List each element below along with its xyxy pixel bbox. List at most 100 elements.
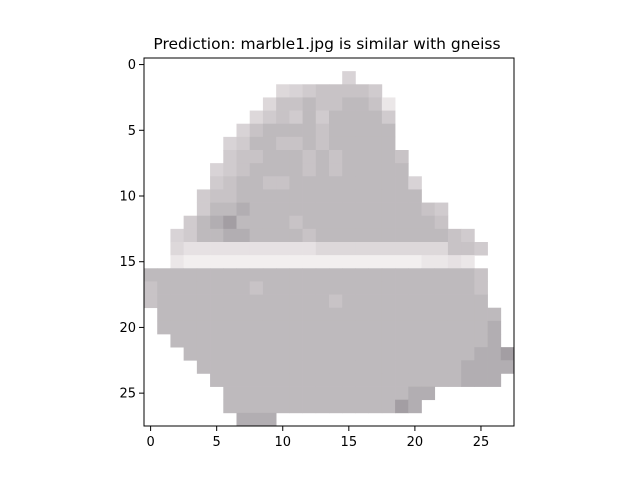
pixel-cell — [170, 281, 184, 295]
pixel-cell — [461, 334, 475, 348]
pixel-cell — [236, 386, 251, 401]
pixel-cell — [381, 281, 396, 295]
y-axis: 0 5 10 15 20 25 — [119, 58, 144, 402]
pixel-cell — [276, 228, 290, 243]
pixel-cell — [474, 360, 488, 374]
pixel-cell — [236, 360, 251, 374]
pixel-cell — [223, 307, 237, 322]
pixel-cell — [236, 176, 251, 190]
pixel-cell — [210, 255, 224, 269]
pixel-cell — [487, 307, 502, 322]
pixel-cell — [355, 202, 369, 217]
pixel-cell — [395, 347, 409, 361]
x-tick-label: 20 — [407, 435, 424, 450]
pixel-cell — [329, 150, 343, 164]
pixel-cell — [236, 373, 251, 387]
pixel-cell — [342, 373, 356, 387]
pixel-cell — [408, 202, 422, 217]
pixel-cell — [461, 268, 475, 282]
pixel-cell — [474, 268, 488, 282]
image-grid — [144, 71, 515, 427]
pixel-cell — [223, 189, 237, 203]
pixel-cell — [381, 294, 396, 309]
pixel-cell — [196, 228, 211, 243]
pixel-cell — [262, 110, 277, 125]
pixel-cell — [183, 268, 198, 282]
pixel-cell — [381, 399, 396, 414]
pixel-cell — [315, 123, 330, 138]
pixel-cell — [421, 255, 436, 269]
pixel-cell — [329, 97, 343, 111]
pixel-cell — [329, 123, 343, 138]
pixel-cell — [196, 215, 211, 230]
pixel-cell — [262, 123, 277, 138]
pixel-cell — [262, 150, 277, 164]
x-axis: 0 5 10 15 20 25 — [146, 426, 489, 450]
pixel-cell — [421, 202, 436, 217]
pixel-cell — [276, 294, 290, 309]
pixel-cell — [368, 97, 383, 111]
pixel-cell — [262, 136, 277, 151]
pixel-cell — [395, 373, 409, 387]
pixel-cell — [223, 242, 237, 256]
pixel-cell — [461, 242, 475, 256]
pixel-cell — [355, 97, 369, 111]
pixel-cell — [421, 334, 436, 348]
pixel-cell — [196, 320, 211, 335]
pixel-cell — [355, 228, 369, 243]
pixel-cell — [276, 399, 290, 414]
pixel-cell — [249, 242, 264, 256]
pixel-cell — [381, 123, 396, 138]
pixel-cell — [315, 307, 330, 322]
pixel-cell — [302, 202, 317, 217]
pixel-cell — [381, 202, 396, 217]
pixel-cell — [276, 281, 290, 295]
pixel-cell — [329, 136, 343, 151]
pixel-cell — [355, 255, 369, 269]
pixel-cell — [262, 176, 277, 190]
pixel-cell — [461, 320, 475, 335]
pixel-cell — [487, 334, 502, 348]
pixel-cell — [355, 281, 369, 295]
pixel-cell — [368, 110, 383, 125]
pixel-cell — [368, 347, 383, 361]
pixel-cell — [421, 281, 436, 295]
pixel-cell — [302, 84, 317, 98]
pixel-cell — [355, 386, 369, 401]
pixel-cell — [447, 268, 462, 282]
pixel-cell — [210, 228, 224, 243]
pixel-cell — [447, 347, 462, 361]
pixel-cell — [249, 228, 264, 243]
pixel-cell — [342, 136, 356, 151]
pixel-cell — [395, 150, 409, 164]
pixel-cell — [315, 110, 330, 125]
pixel-cell — [329, 189, 343, 203]
pixel-cell — [289, 150, 303, 164]
pixel-cell — [210, 281, 224, 295]
pixel-cell — [289, 97, 303, 111]
pixel-cell — [355, 307, 369, 322]
pixel-cell — [276, 334, 290, 348]
pixel-cell — [487, 320, 502, 335]
pixel-cell — [434, 255, 449, 269]
pixel-cell — [236, 163, 251, 177]
x-tick-label: 5 — [213, 435, 221, 450]
pixel-cell — [196, 242, 211, 256]
pixel-cell — [461, 373, 475, 387]
pixel-cell — [210, 320, 224, 335]
pixel-cell — [249, 360, 264, 374]
pixel-cell — [210, 268, 224, 282]
pixel-cell — [315, 281, 330, 295]
pixel-cell — [487, 347, 502, 361]
pixel-cell — [249, 123, 264, 138]
pixel-cell — [447, 255, 462, 269]
pixel-cell — [249, 215, 264, 230]
pixel-cell — [315, 150, 330, 164]
pixel-cell — [289, 84, 303, 98]
x-tick-label: 25 — [473, 435, 490, 450]
pixel-cell — [223, 294, 237, 309]
pixel-cell — [289, 255, 303, 269]
y-tick-label: 25 — [119, 387, 136, 402]
pixel-cell — [395, 281, 409, 295]
